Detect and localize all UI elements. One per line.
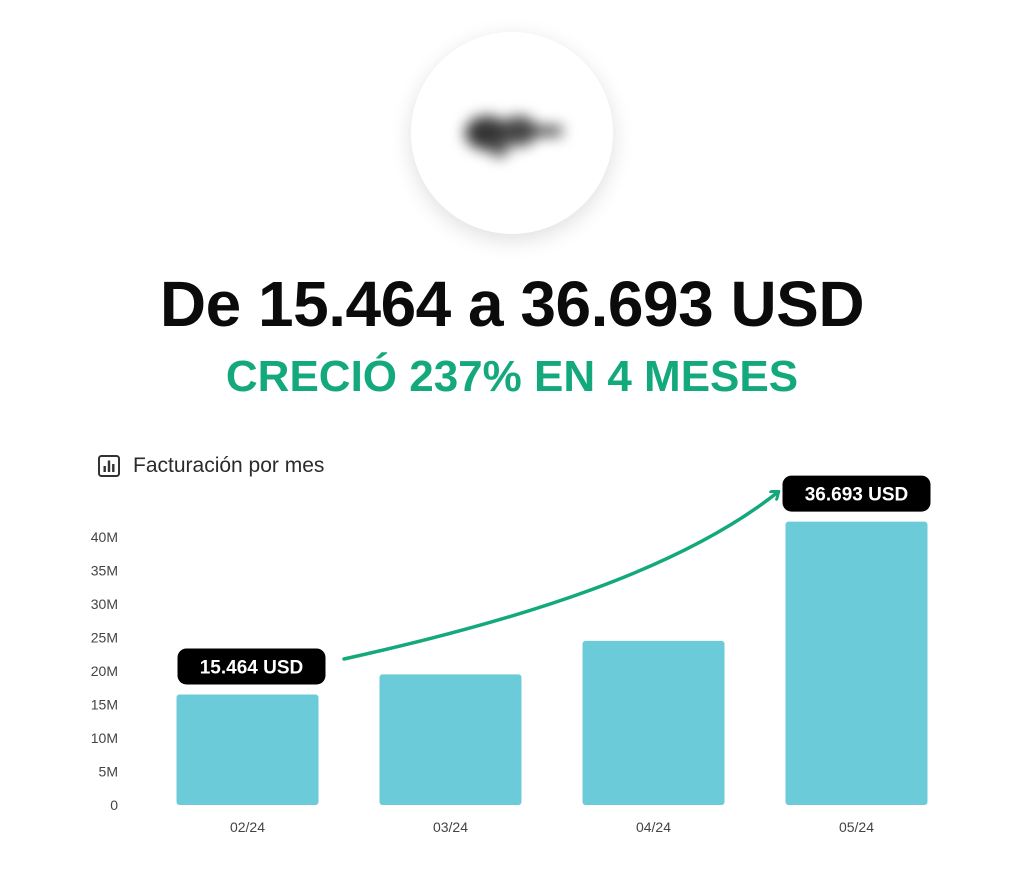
bar-02-24 bbox=[176, 694, 319, 805]
x-tick-label: 04/24 bbox=[636, 819, 671, 835]
bar-03-24 bbox=[379, 674, 522, 805]
chart-title: Facturación por mes bbox=[97, 452, 324, 480]
y-tick-label: 5M bbox=[99, 764, 118, 780]
x-tick-label: 05/24 bbox=[839, 819, 874, 835]
value-label-pill bbox=[782, 475, 931, 512]
subheadline: CRECIÓ 237% EN 4 MESES bbox=[225, 352, 799, 401]
x-tick-label: 02/24 bbox=[230, 819, 265, 835]
headline: De 15.464 a 36.693 USD bbox=[159, 268, 865, 340]
chart-title-text: Facturación por mes bbox=[133, 454, 325, 477]
y-tick-label: 15M bbox=[91, 697, 118, 713]
y-tick-label: 10M bbox=[91, 730, 118, 746]
y-tick-label: 40M bbox=[91, 529, 118, 545]
x-tick-label: 03/24 bbox=[433, 819, 468, 835]
value-label-text: 15.464 USD bbox=[200, 657, 304, 678]
y-tick-label: 25M bbox=[91, 630, 118, 646]
bar-chart-icon bbox=[98, 455, 120, 477]
value-label-05-24: 36.693 USD bbox=[782, 475, 931, 512]
value-label-02-24: 15.464 USD bbox=[177, 648, 326, 685]
bar-04-24 bbox=[582, 640, 725, 805]
y-tick-label: 0 bbox=[110, 797, 118, 813]
growth-arrow bbox=[342, 492, 778, 661]
y-tick-label: 30M bbox=[91, 596, 118, 612]
blurred-logo-icon bbox=[465, 116, 563, 157]
bar-05-24 bbox=[785, 521, 928, 805]
y-tick-label: 35M bbox=[91, 563, 118, 579]
y-tick-label: 20M bbox=[91, 663, 118, 679]
value-label-pill bbox=[177, 648, 326, 685]
value-label-text: 36.693 USD bbox=[805, 485, 909, 506]
logo-badge bbox=[411, 32, 613, 234]
